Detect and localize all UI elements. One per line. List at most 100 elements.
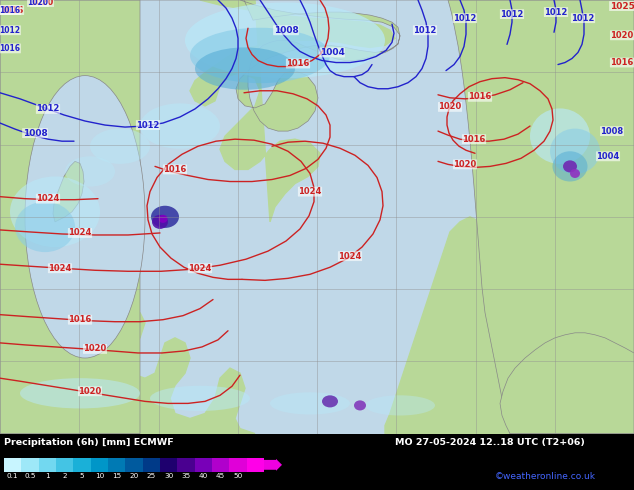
Text: 1016: 1016 bbox=[0, 44, 20, 53]
Text: 1024: 1024 bbox=[36, 194, 60, 203]
Text: 1004: 1004 bbox=[320, 48, 344, 57]
Text: 1016: 1016 bbox=[287, 59, 309, 68]
Text: 1020: 1020 bbox=[30, 0, 54, 6]
Ellipse shape bbox=[10, 176, 100, 247]
Text: 1020: 1020 bbox=[79, 387, 101, 396]
Ellipse shape bbox=[158, 215, 167, 223]
Text: 1025: 1025 bbox=[609, 1, 634, 11]
Text: 1020: 1020 bbox=[84, 344, 107, 353]
Ellipse shape bbox=[195, 48, 295, 90]
Text: 1024: 1024 bbox=[339, 252, 361, 261]
Text: 1016: 1016 bbox=[0, 5, 20, 15]
Ellipse shape bbox=[185, 2, 385, 78]
Text: 1024: 1024 bbox=[48, 264, 72, 273]
Ellipse shape bbox=[140, 103, 220, 149]
Text: 1016: 1016 bbox=[469, 92, 492, 101]
Polygon shape bbox=[236, 0, 400, 131]
Ellipse shape bbox=[563, 160, 577, 172]
Text: 1020: 1020 bbox=[27, 0, 48, 6]
Text: 15: 15 bbox=[112, 473, 121, 479]
Ellipse shape bbox=[354, 400, 366, 411]
Bar bbox=[91, 458, 108, 472]
Text: 30: 30 bbox=[164, 473, 173, 479]
Text: 5: 5 bbox=[80, 473, 84, 479]
Text: 50: 50 bbox=[233, 473, 243, 479]
Text: 2: 2 bbox=[62, 473, 67, 479]
Ellipse shape bbox=[365, 395, 435, 416]
Text: 1012: 1012 bbox=[453, 14, 477, 23]
Text: 1012: 1012 bbox=[0, 26, 20, 35]
Text: Precipitation (6h) [mm] ECMWF: Precipitation (6h) [mm] ECMWF bbox=[4, 438, 174, 447]
Polygon shape bbox=[385, 0, 634, 434]
Bar bbox=[74, 458, 91, 472]
Text: 1016: 1016 bbox=[611, 58, 634, 67]
Ellipse shape bbox=[65, 156, 115, 187]
Polygon shape bbox=[500, 333, 634, 434]
Text: 1012: 1012 bbox=[413, 26, 437, 35]
Bar bbox=[247, 458, 264, 472]
Text: 1012: 1012 bbox=[500, 10, 524, 19]
Ellipse shape bbox=[150, 386, 250, 411]
Text: 1012: 1012 bbox=[36, 104, 60, 113]
Bar bbox=[143, 458, 160, 472]
Text: 1024: 1024 bbox=[299, 187, 321, 196]
Text: 1024: 1024 bbox=[188, 264, 212, 273]
Ellipse shape bbox=[152, 215, 168, 229]
Text: 1008: 1008 bbox=[600, 126, 624, 136]
Ellipse shape bbox=[552, 151, 588, 181]
Text: 45: 45 bbox=[216, 473, 225, 479]
Bar bbox=[39, 458, 56, 472]
Ellipse shape bbox=[151, 206, 179, 228]
Bar bbox=[160, 458, 178, 472]
Text: 1016: 1016 bbox=[164, 165, 186, 174]
Ellipse shape bbox=[190, 28, 330, 83]
Bar bbox=[108, 458, 126, 472]
Text: 20: 20 bbox=[129, 473, 139, 479]
Text: 0.1: 0.1 bbox=[7, 473, 18, 479]
Text: 1012: 1012 bbox=[571, 14, 595, 23]
Ellipse shape bbox=[550, 128, 600, 174]
Text: 1020: 1020 bbox=[611, 31, 633, 40]
Bar bbox=[212, 458, 230, 472]
Ellipse shape bbox=[90, 128, 150, 164]
Ellipse shape bbox=[322, 395, 338, 407]
Text: MO 27-05-2024 12..18 UTC (T2+06): MO 27-05-2024 12..18 UTC (T2+06) bbox=[395, 438, 585, 447]
Text: 1012: 1012 bbox=[136, 121, 160, 129]
Bar bbox=[230, 458, 247, 472]
Text: 10: 10 bbox=[94, 473, 104, 479]
Text: 1008: 1008 bbox=[23, 128, 48, 138]
Text: ©weatheronline.co.uk: ©weatheronline.co.uk bbox=[495, 472, 596, 481]
Text: 1: 1 bbox=[45, 473, 49, 479]
Polygon shape bbox=[0, 0, 255, 434]
Bar bbox=[178, 458, 195, 472]
Polygon shape bbox=[53, 161, 84, 222]
Bar bbox=[4, 458, 22, 472]
Text: 0.5: 0.5 bbox=[24, 473, 36, 479]
Bar bbox=[195, 458, 212, 472]
Ellipse shape bbox=[25, 75, 145, 358]
Text: 1016: 1016 bbox=[462, 135, 486, 144]
Bar bbox=[22, 458, 39, 472]
Text: 1024: 1024 bbox=[68, 228, 92, 238]
Text: 1012: 1012 bbox=[545, 8, 567, 17]
Ellipse shape bbox=[270, 392, 350, 415]
FancyBboxPatch shape bbox=[0, 0, 140, 434]
Text: 1016: 1016 bbox=[68, 315, 92, 324]
Text: 35: 35 bbox=[181, 473, 191, 479]
Ellipse shape bbox=[530, 108, 590, 164]
Text: 40: 40 bbox=[198, 473, 208, 479]
Text: 1020: 1020 bbox=[453, 160, 477, 169]
Bar bbox=[56, 458, 74, 472]
Text: 25: 25 bbox=[146, 473, 156, 479]
Ellipse shape bbox=[20, 378, 140, 409]
Ellipse shape bbox=[570, 169, 580, 178]
FancyArrow shape bbox=[264, 459, 282, 471]
Bar bbox=[126, 458, 143, 472]
Text: 1004: 1004 bbox=[597, 152, 619, 161]
Ellipse shape bbox=[15, 202, 75, 252]
Polygon shape bbox=[190, 0, 395, 222]
Text: 1020: 1020 bbox=[438, 102, 462, 111]
Polygon shape bbox=[448, 0, 634, 434]
Text: 1008: 1008 bbox=[274, 26, 299, 35]
Text: 1016: 1016 bbox=[0, 5, 23, 15]
